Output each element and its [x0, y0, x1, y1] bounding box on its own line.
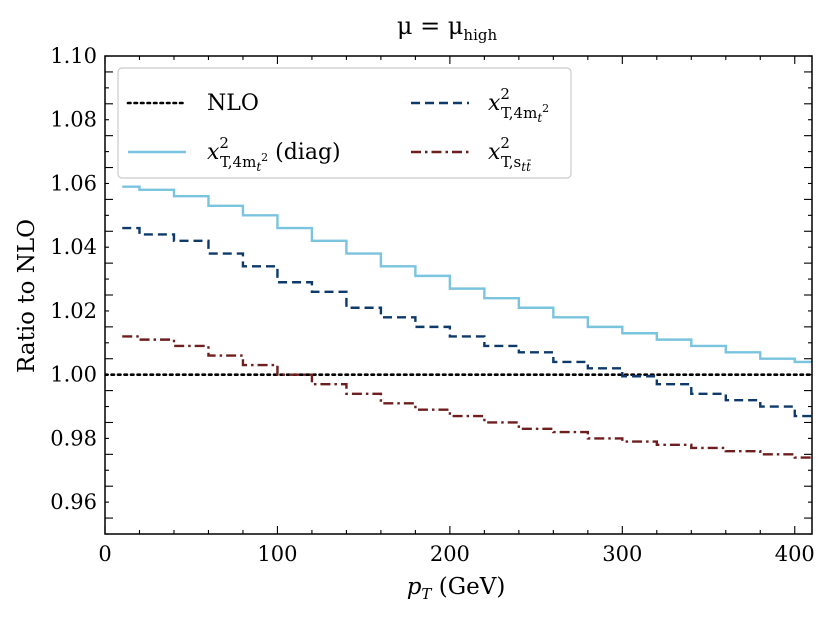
legend-label-2: x2 T,4mt2 — [488, 85, 549, 125]
x-axis-label: pT (GeV) — [407, 574, 506, 603]
x-tick-label: 300 — [602, 542, 642, 566]
y-tick-label: 1.02 — [50, 299, 97, 323]
x-tick-label: 100 — [257, 542, 297, 566]
y-tick-label: 1.08 — [50, 108, 97, 132]
y-tick-label: 1.04 — [50, 235, 97, 259]
legend-label-0: NLO — [207, 91, 259, 116]
series-line-3 — [122, 335, 812, 459]
x-tick-label: 0 — [98, 542, 111, 566]
y-tick-label: 1.00 — [50, 363, 97, 387]
y-tick-label: 1.06 — [50, 171, 97, 195]
plot-area: 0 100 200 300 400 0.96 0.98 1.00 1.02 1.04 1.06 1.0… — [50, 44, 815, 566]
legend-box — [117, 67, 572, 179]
series-line-2 — [122, 226, 812, 418]
legend: NLO x2 T,4mt2 (diag) x2 T,4mt2 x2 T,stt̄ — [117, 67, 572, 179]
x-tick-label: 400 — [775, 542, 815, 566]
y-tick-label: 0.98 — [50, 426, 97, 450]
y-axis-label: Ratio to NLO — [14, 219, 40, 373]
y-tick-label: 0.96 — [50, 490, 97, 514]
y-tick-label: 1.10 — [50, 44, 97, 68]
x-tick-label: 200 — [430, 542, 470, 566]
legend-label-3: x2 T,stt̄ — [488, 134, 532, 174]
legend-label-1: x2 T,4mt2 (diag) — [207, 134, 341, 174]
series-line-1 — [122, 185, 812, 364]
chart-title: μ = μhigh — [397, 12, 498, 44]
